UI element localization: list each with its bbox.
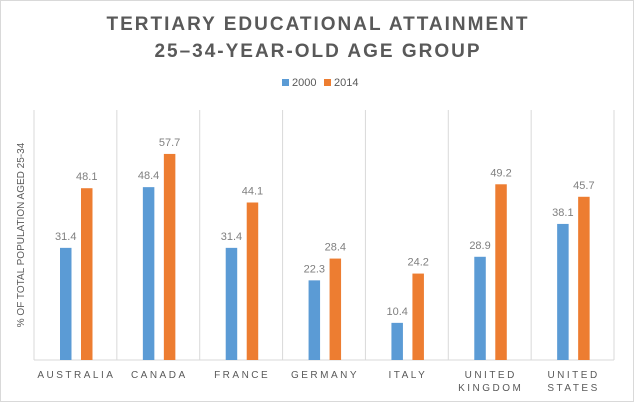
data-label-2000: 22.3 [304, 263, 325, 275]
data-label-2000: 48.4 [138, 170, 159, 182]
data-label-2014: 28.4 [325, 242, 346, 254]
bar-2000 [474, 256, 486, 360]
data-label-2000: 31.4 [55, 231, 76, 243]
bar-2000 [391, 322, 403, 360]
data-label-2000: 38.1 [552, 207, 573, 219]
category-label: UNITED [547, 370, 599, 381]
bar-2000 [557, 223, 569, 360]
bar-2000 [60, 247, 72, 360]
category-label: ITALY [388, 370, 427, 381]
data-label-2014: 44.1 [242, 186, 263, 198]
data-label-2014: 57.7 [159, 137, 180, 149]
bar-2014 [495, 184, 507, 360]
bar-2014 [329, 258, 342, 360]
category-label: FRANCE [214, 370, 270, 381]
legend: 2000 2014 [282, 77, 358, 89]
data-label-2014: 49.2 [490, 167, 511, 179]
bar-2000 [308, 280, 321, 360]
data-label-2000: 10.4 [386, 306, 407, 318]
chart-title-line2: 25–34-YEAR-OLD AGE GROUP [154, 41, 481, 62]
bar-2014 [81, 188, 93, 360]
bar-2014 [578, 196, 590, 360]
bar-2000 [142, 187, 155, 360]
legend-swatch-2000 [282, 79, 289, 86]
category-label: UNITED [465, 370, 517, 381]
legend-swatch-2014 [324, 79, 331, 86]
category-label: CANADA [131, 370, 188, 381]
data-label-2014: 24.2 [407, 257, 428, 269]
category-label: KINGDOM [458, 383, 523, 394]
chart-title-line1: TERTIARY EDUCATIONAL ATTAINMENT [107, 14, 530, 35]
data-label-2014: 45.7 [573, 180, 594, 192]
bar-2000 [225, 247, 238, 360]
bar-2014 [412, 273, 424, 360]
data-label-2000: 31.4 [221, 231, 242, 243]
legend-label-2000: 2000 [292, 77, 316, 89]
legend-label-2014: 2014 [334, 77, 358, 89]
bar-2014 [246, 202, 259, 360]
category-label: GERMANY [291, 370, 359, 381]
category-label: AUSTRALIA [37, 370, 115, 381]
data-label-2014: 48.1 [76, 171, 97, 183]
bar-2014 [163, 153, 176, 360]
data-label-2000: 28.9 [469, 240, 490, 252]
y-axis-label: % OF TOTAL POPULATION AGED 25-34 [16, 142, 27, 327]
category-label: STATES [547, 383, 599, 394]
plot-area: 31.4 48.1 AUSTRALIA 48.4 57.7 CANADA 31.4 44.1 F… [33, 110, 615, 394]
